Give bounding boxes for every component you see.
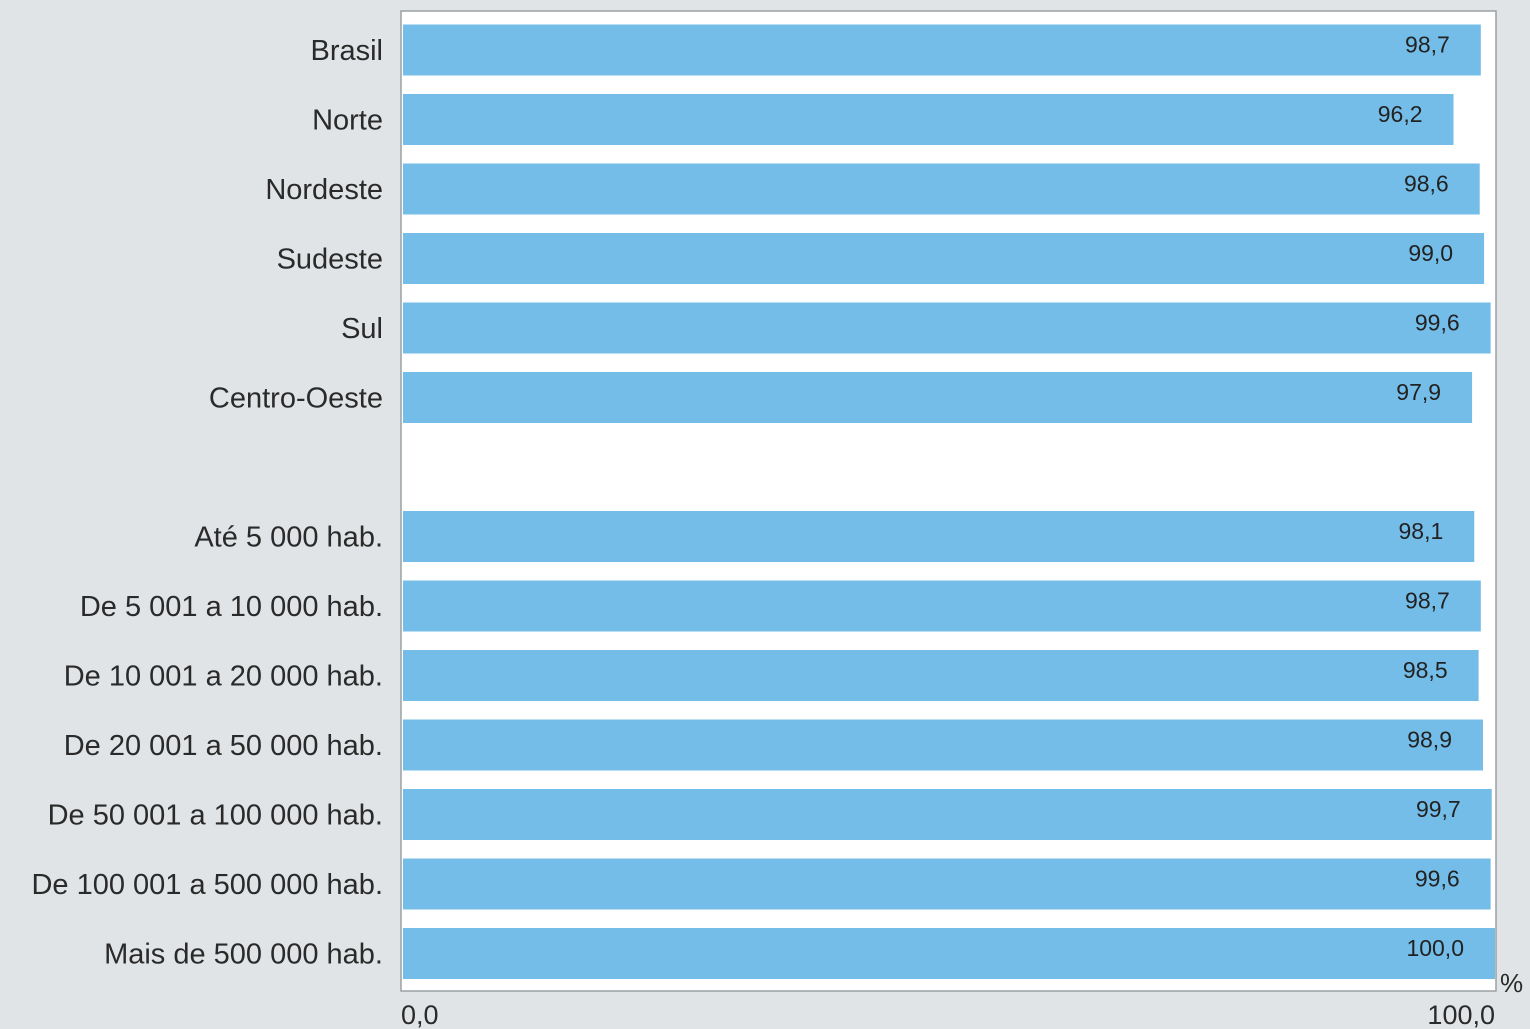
category-label: Sul	[341, 313, 383, 345]
category-label: Norte	[312, 105, 383, 137]
category-label: Centro-Oeste	[209, 383, 383, 415]
value-label: 98,1	[1398, 518, 1443, 544]
bar	[403, 580, 1481, 632]
bar	[403, 789, 1492, 840]
category-label: Sudeste	[277, 244, 383, 276]
category-label: De 100 001 a 500 000 hab.	[31, 869, 383, 901]
bar	[403, 511, 1475, 562]
bar	[403, 302, 1491, 354]
category-label: De 20 001 a 50 000 hab.	[64, 730, 383, 762]
category-label: Nordeste	[265, 174, 383, 206]
value-label: 98,7	[1405, 588, 1450, 614]
bar	[403, 163, 1480, 215]
x-unit-label: %	[1500, 968, 1523, 998]
value-label: 96,2	[1378, 101, 1423, 127]
x-tick-label: 100,0	[1427, 1000, 1495, 1029]
plot-area	[400, 10, 1497, 992]
value-label: 98,6	[1404, 171, 1449, 197]
x-tick-label: 0,0	[401, 1000, 439, 1029]
value-labels: 98,7 96,2 98,6 99,0 99,6 97,9 98,1 98,7 98,5 98,9…	[1378, 32, 1464, 962]
category-label: Brasil	[310, 35, 383, 67]
value-label: 99,7	[1416, 796, 1461, 822]
category-label: De 10 001 a 20 000 hab.	[64, 661, 383, 693]
value-label: 99,6	[1415, 310, 1460, 336]
bar	[403, 94, 1454, 145]
value-label: 99,0	[1408, 240, 1453, 266]
value-label: 98,7	[1405, 32, 1450, 58]
value-label: 100,0	[1406, 935, 1464, 961]
bar	[403, 928, 1495, 979]
bar	[403, 858, 1491, 910]
category-labels: Brasil Norte Nordeste Sudeste Sul Centro-Oest…	[31, 35, 383, 971]
bar	[403, 24, 1481, 76]
value-label: 99,6	[1415, 866, 1460, 892]
category-label: De 5 001 a 10 000 hab.	[80, 591, 383, 623]
bar	[403, 650, 1479, 701]
bar	[403, 719, 1483, 771]
value-label: 98,9	[1407, 727, 1452, 753]
category-label: Mais de 500 000 hab.	[104, 939, 383, 971]
value-label: 97,9	[1396, 379, 1441, 405]
value-label: 98,5	[1403, 657, 1448, 683]
x-axis: 0,0 100,0%	[401, 968, 1523, 1029]
category-label: De 50 001 a 100 000 hab.	[48, 800, 383, 832]
bars	[403, 24, 1495, 979]
bar	[403, 372, 1473, 423]
bar	[403, 233, 1485, 284]
category-label: Até 5 000 hab.	[194, 522, 383, 554]
